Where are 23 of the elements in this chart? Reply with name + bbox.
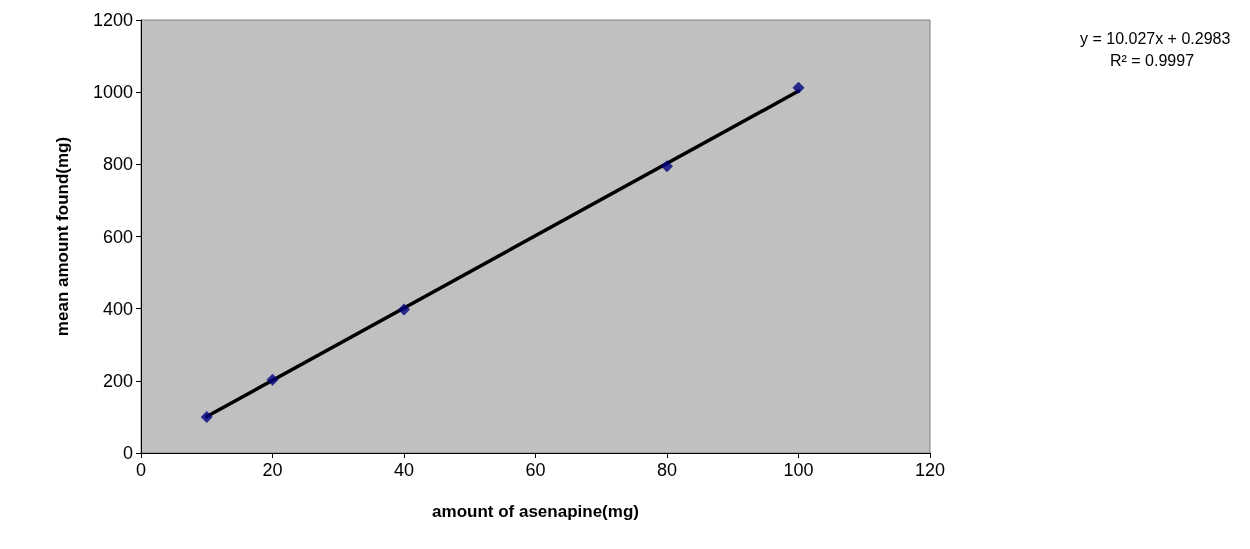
y-tick-label: 0 xyxy=(122,443,133,463)
x-tick-label: 80 xyxy=(656,460,678,480)
y-tick-label: 600 xyxy=(102,226,133,247)
x-tick-label: 0 xyxy=(135,460,147,480)
x-tick-label: 60 xyxy=(525,460,546,480)
point xyxy=(661,160,673,173)
point xyxy=(792,81,805,94)
text: R² = 0.9997 xyxy=(1110,51,1195,69)
x-tick-label: 120 xyxy=(914,460,946,480)
x-tick-label: 20 xyxy=(262,460,283,480)
y-axis-title: mean amount found(mg) xyxy=(53,136,72,337)
y-tick-label: 1000 xyxy=(92,82,133,103)
point xyxy=(398,303,410,316)
point xyxy=(200,410,213,423)
x-tick-label: 40 xyxy=(393,460,415,480)
x-axis-title: amount of asenapine(mg) xyxy=(432,502,639,521)
y-tick-label: 200 xyxy=(102,370,133,391)
y-tick-label: 800 xyxy=(102,154,133,175)
point xyxy=(266,373,279,386)
y-tick-label: 1200 xyxy=(92,10,133,30)
text: y = 10.027x + 0.2983 xyxy=(1080,29,1231,47)
y-tick-label: 400 xyxy=(102,298,133,319)
x-tick-label: 100 xyxy=(783,460,814,480)
